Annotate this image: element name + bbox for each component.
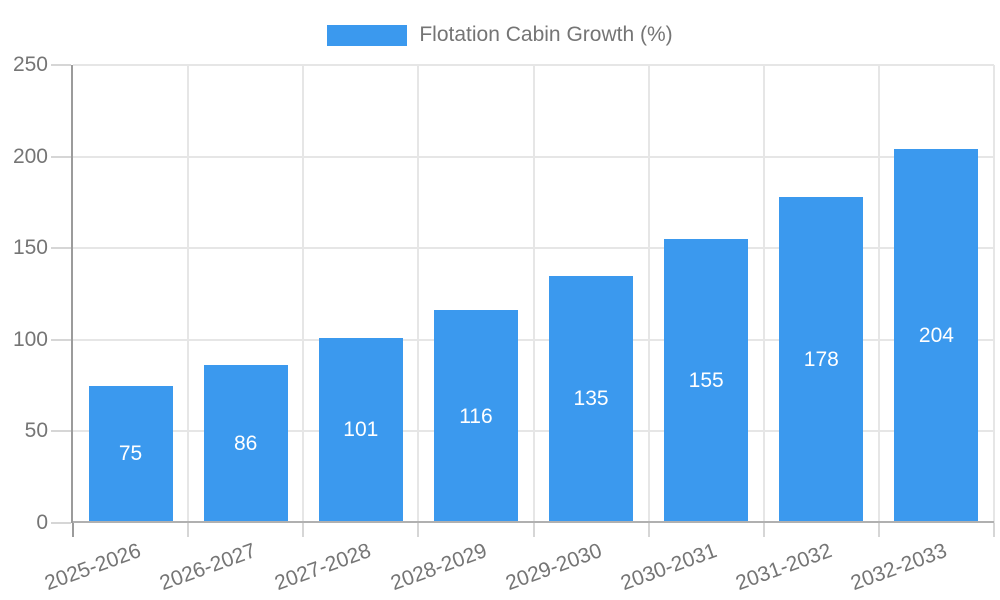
y-axis-line — [71, 65, 73, 523]
bar[interactable] — [433, 310, 518, 523]
y-axis-tick-label: 100 — [12, 327, 48, 351]
chart-legend[interactable]: Flotation Cabin Growth (%) — [0, 24, 1000, 46]
bar[interactable] — [549, 275, 634, 523]
y-axis-tick-label: 150 — [12, 236, 48, 260]
y-axis-tick-label: 50 — [24, 419, 48, 443]
y-axis-tick-label: 250 — [12, 53, 48, 76]
x-axis-tick-label: 2030-2031 — [617, 539, 720, 596]
x-axis-line — [73, 521, 994, 523]
v-gridline — [417, 65, 420, 523]
bar[interactable] — [318, 337, 403, 523]
legend-label: Flotation Cabin Growth (%) — [419, 23, 673, 46]
x-axis-tick-label: 2025-2026 — [41, 539, 145, 596]
x-axis-tick-label: 2031-2032 — [732, 539, 835, 596]
bar[interactable] — [779, 196, 864, 523]
v-gridline — [302, 65, 305, 523]
y-axis-tick — [51, 247, 71, 250]
y-axis-tick — [51, 338, 71, 341]
x-axis-tick — [647, 523, 650, 537]
v-gridline — [877, 65, 880, 523]
v-gridline — [187, 65, 190, 523]
x-axis-tick-label: 2026-2027 — [156, 539, 260, 596]
x-axis-tick — [302, 523, 305, 537]
x-axis-tick — [187, 523, 190, 537]
x-axis-tick — [877, 523, 880, 537]
bar[interactable] — [88, 385, 173, 523]
x-axis-tick — [532, 523, 535, 537]
x-axis-tick-label: 2028-2029 — [387, 539, 490, 596]
y-axis-tick — [51, 430, 71, 433]
bar[interactable] — [203, 365, 288, 523]
y-axis-tick — [51, 522, 71, 524]
y-axis-tick-label: 200 — [12, 144, 48, 168]
x-axis-tick — [72, 523, 74, 537]
x-axis-tick-label: 2029-2030 — [502, 539, 605, 596]
x-axis-tick — [417, 523, 420, 537]
x-axis-tick-label: 2027-2028 — [272, 539, 375, 596]
v-gridline — [993, 65, 995, 523]
y-axis-tick — [51, 155, 71, 158]
v-gridline — [647, 65, 650, 523]
x-axis-tick — [993, 523, 995, 537]
x-axis-tick-label: 2032-2033 — [847, 539, 950, 596]
v-gridline — [762, 65, 765, 523]
bar[interactable] — [894, 149, 979, 523]
x-axis-tick — [762, 523, 765, 537]
bar[interactable] — [664, 239, 749, 523]
y-axis-tick-label: 0 — [36, 511, 48, 534]
legend-swatch — [327, 24, 408, 46]
v-gridline — [532, 65, 535, 523]
y-axis-tick — [51, 64, 71, 66]
